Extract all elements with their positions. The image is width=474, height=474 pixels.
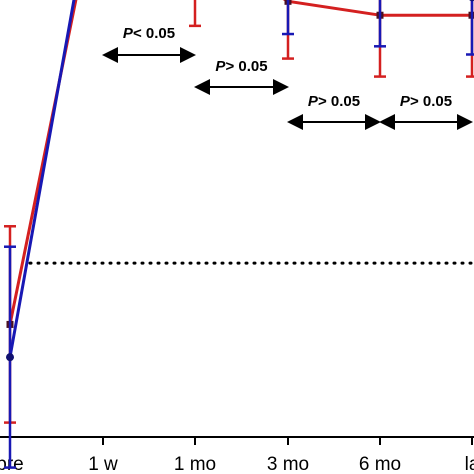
data-point — [6, 353, 14, 362]
annotation-group: P< 0.05 P> 0.05 P> 0.05 P> 0.05 — [102, 25, 473, 130]
series-line — [8, 0, 76, 358]
x-tick-label: la — [465, 454, 474, 474]
x-tick-label: 1 mo — [174, 454, 216, 474]
x-tick-label: 3 mo — [267, 454, 309, 474]
data-point — [469, 0, 474, 2]
x-axis: pre 1 w 1 mo 3 mo 6 mo la — [0, 436, 474, 474]
series-2 — [4, 0, 474, 469]
series-line — [8, 0, 472, 325]
x-tick-label: 1 w — [88, 454, 118, 474]
p-value-label: P< 0.05 — [123, 25, 175, 42]
p-value-label: P> 0.05 — [215, 58, 267, 75]
p-value-label: P> 0.05 — [400, 93, 452, 110]
p-value-label: P> 0.05 — [308, 93, 360, 110]
x-tick-label: pre — [0, 454, 24, 474]
x-tick-label: 6 mo — [359, 454, 401, 474]
series-group — [4, 0, 474, 469]
